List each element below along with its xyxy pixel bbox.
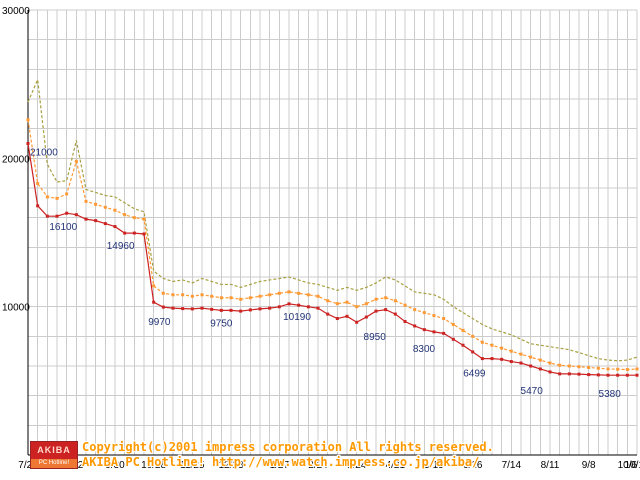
- x-tick-label: 12/23: [218, 460, 243, 471]
- lowest-price-markers: [26, 142, 639, 377]
- x-tick-label: 3/24: [347, 460, 367, 471]
- copyright-text: Copyright(c)2001 impress corporation All…: [82, 440, 494, 454]
- y-tick-label: 30000: [2, 6, 30, 17]
- gridlines: [27, 9, 638, 455]
- x-tick-label: 6/16: [463, 460, 483, 471]
- x-tick-label: 10/13: [624, 460, 640, 471]
- site-url-text: AKIBA PC Hotline! http://www.watch.impre…: [82, 455, 480, 469]
- x-tick-label: 5/19: [424, 460, 444, 471]
- point-value-label: 16100: [49, 222, 77, 233]
- y-tick-label: 20000: [2, 154, 30, 165]
- average-price-line: [27, 119, 638, 371]
- x-tick-label: 4/21: [386, 460, 406, 471]
- point-value-label: 5470: [521, 386, 544, 397]
- x-tick-label: 9/8: [582, 460, 596, 471]
- x-tick-label: 7/14: [502, 460, 522, 471]
- x-tick-label: 2/24: [308, 460, 328, 471]
- point-value-label: 9970: [148, 317, 171, 328]
- x-axis-labels: 7/299/29/3010/2811/2512/231/272/243/244/…: [18, 460, 640, 471]
- point-value-label: 10190: [283, 312, 311, 323]
- y-tick-label: 10000: [2, 303, 30, 314]
- axes: [27, 10, 637, 456]
- point-value-label: 14960: [107, 241, 135, 252]
- point-value-label: 5380: [599, 389, 622, 400]
- point-labels: 21000 16100 14960 9970 9750 10190 8950 8300 6499…: [30, 148, 621, 401]
- point-value-label: 8950: [364, 332, 387, 343]
- akiba-pc-hotline-logo: AKIBA PC Hotline!: [30, 441, 78, 469]
- point-value-label: 21000: [30, 148, 58, 159]
- x-tick-label: 7/29: [18, 460, 38, 471]
- point-value-label: 6499: [463, 369, 486, 380]
- highest-price-line: [27, 77, 638, 362]
- x-tick-label: 10/28: [141, 460, 166, 471]
- x-tick-label: 10/6: [618, 460, 638, 471]
- lowest-price-line: [27, 143, 637, 376]
- point-value-label: 8300: [413, 344, 436, 355]
- x-tick-label: 9/30: [105, 460, 125, 471]
- logo-pchotline-text: PC Hotline!: [31, 459, 77, 468]
- average-price-markers: [26, 118, 639, 372]
- point-value-label: 9750: [210, 318, 233, 329]
- logo-akiba-text: AKIBA: [37, 445, 71, 455]
- x-tick-label: 11/25: [180, 460, 205, 471]
- x-tick-label: 1/27: [270, 460, 290, 471]
- y-axis-labels: 30000 20000 10000: [2, 6, 30, 314]
- x-tick-label: 8/11: [541, 460, 560, 471]
